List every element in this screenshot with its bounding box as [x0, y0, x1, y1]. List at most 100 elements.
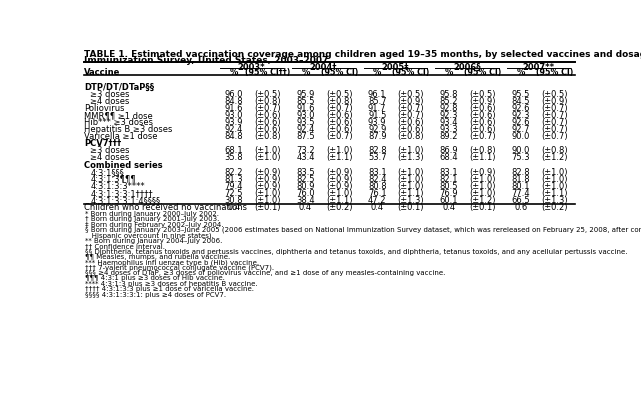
- Text: (±0.7): (±0.7): [541, 111, 568, 120]
- Text: 81.3: 81.3: [224, 175, 243, 184]
- Text: 93.5: 93.5: [296, 118, 315, 127]
- Text: %: %: [517, 68, 525, 78]
- Text: (±0.5): (±0.5): [397, 90, 424, 99]
- Text: 43.4: 43.4: [296, 154, 315, 162]
- Text: (±0.9): (±0.9): [469, 168, 496, 177]
- Text: 96.0: 96.0: [224, 90, 243, 99]
- Text: (±0.1): (±0.1): [469, 203, 496, 212]
- Text: (±0.7): (±0.7): [254, 104, 281, 113]
- Text: †† Confidence interval.: †† Confidence interval.: [85, 243, 165, 249]
- Text: 92.3: 92.3: [512, 111, 530, 120]
- Text: (±0.1): (±0.1): [397, 203, 424, 212]
- Text: ≥3 doses: ≥3 doses: [90, 90, 129, 99]
- Text: 85.7: 85.7: [368, 97, 387, 106]
- Text: Vaccine: Vaccine: [84, 68, 121, 78]
- Text: TABLE 1. Estimated vaccination coverage among children aged 19–35 months, by sel: TABLE 1. Estimated vaccination coverage …: [84, 50, 641, 58]
- Text: 79.4: 79.4: [224, 182, 243, 191]
- Text: (±0.5): (±0.5): [469, 90, 496, 99]
- Text: (±0.6): (±0.6): [397, 125, 424, 134]
- Text: (±0.5): (±0.5): [326, 90, 353, 99]
- Text: ≥4 doses: ≥4 doses: [90, 154, 129, 162]
- Text: 2005‡: 2005‡: [381, 63, 409, 72]
- Text: 73.2: 73.2: [296, 146, 315, 156]
- Text: 2007**: 2007**: [522, 63, 554, 72]
- Text: MMR¶¶ ≥1 dose: MMR¶¶ ≥1 dose: [84, 111, 153, 120]
- Text: 0.4: 0.4: [442, 203, 456, 212]
- Text: DTP/DT/DTaP§§: DTP/DT/DTaP§§: [84, 83, 154, 92]
- Text: 93.9: 93.9: [224, 118, 243, 127]
- Text: (±1.3): (±1.3): [397, 154, 424, 162]
- Text: (±1.0): (±1.0): [326, 189, 353, 198]
- Text: ≥3 doses: ≥3 doses: [90, 146, 129, 156]
- Text: (±0.7): (±0.7): [541, 132, 568, 141]
- Text: %: %: [301, 68, 310, 78]
- Text: Combined series: Combined series: [84, 160, 163, 170]
- Text: ¶¶ Measles, mumps, and rubella vaccine.: ¶¶ Measles, mumps, and rubella vaccine.: [85, 254, 230, 260]
- Text: 86.9: 86.9: [440, 146, 458, 156]
- Text: 91.6: 91.6: [296, 104, 315, 113]
- Text: (±0.7): (±0.7): [397, 104, 424, 113]
- Text: 72.5: 72.5: [224, 189, 243, 198]
- Text: (±1.0): (±1.0): [397, 146, 424, 156]
- Text: ††† 7-valent pneumococcal conjugate vaccine (PCV7).: ††† 7-valent pneumococcal conjugate vacc…: [85, 265, 274, 271]
- Text: 83.5: 83.5: [296, 168, 315, 177]
- Text: 0.4: 0.4: [227, 203, 240, 212]
- Text: 92.6: 92.6: [512, 118, 530, 127]
- Text: (±1.1): (±1.1): [397, 189, 424, 198]
- Text: (±0.7): (±0.7): [541, 118, 568, 127]
- Text: 0.4: 0.4: [370, 203, 384, 212]
- Text: 68.1: 68.1: [224, 146, 243, 156]
- Text: (±1.0): (±1.0): [397, 182, 424, 191]
- Text: 47.2: 47.2: [368, 196, 387, 205]
- Text: (±1.2): (±1.2): [541, 154, 568, 162]
- Text: (±0.9): (±0.9): [397, 97, 424, 106]
- Text: 82.5: 82.5: [296, 175, 315, 184]
- Text: (±1.0): (±1.0): [541, 182, 568, 191]
- Text: §§ Diphtheria, tetanus toxoids and pertussis vaccines, diphtheria and tetanus to: §§ Diphtheria, tetanus toxoids and pertu…: [85, 248, 628, 254]
- Text: (±0.8): (±0.8): [469, 146, 496, 156]
- Text: (±0.9): (±0.9): [254, 182, 281, 191]
- Text: **** 4:3:1:3 plus ≥3 doses of hepatitis B vaccine.: **** 4:3:1:3 plus ≥3 doses of hepatitis …: [85, 281, 258, 287]
- Text: 91.5: 91.5: [368, 111, 387, 120]
- Text: 87.9: 87.9: [368, 132, 387, 141]
- Text: (±0.6): (±0.6): [254, 111, 281, 120]
- Text: 93.3: 93.3: [440, 125, 458, 134]
- Text: 82.8: 82.8: [512, 168, 530, 177]
- Text: 80.1: 80.1: [512, 182, 530, 191]
- Text: 4:3:1:3:3:1††††: 4:3:1:3:3:1††††: [90, 189, 153, 198]
- Text: 95.8: 95.8: [440, 90, 458, 99]
- Text: (±0.9): (±0.9): [326, 175, 353, 184]
- Text: § Born during January 2003–June 2005 (2006 estimates based on National Immunizat: § Born during January 2003–June 2005 (20…: [85, 227, 641, 234]
- Text: §§§§ 4:3:1:3:3:1: plus ≥4 doses of PCV7.: §§§§ 4:3:1:3:3:1: plus ≥4 doses of PCV7.: [85, 292, 226, 298]
- Text: 76.9: 76.9: [440, 189, 458, 198]
- Text: (±1.0): (±1.0): [541, 175, 568, 184]
- Text: (±0.7): (±0.7): [541, 125, 568, 134]
- Text: 75.3: 75.3: [512, 154, 530, 162]
- Text: %: %: [373, 68, 381, 78]
- Text: (95% CI): (95% CI): [536, 68, 573, 78]
- Text: 77.4: 77.4: [512, 189, 530, 198]
- Text: Immunization Survey, United States, 2003–2007: Immunization Survey, United States, 2003…: [84, 56, 328, 65]
- Text: 87.5: 87.5: [296, 132, 315, 141]
- Text: (±0.7): (±0.7): [469, 132, 496, 141]
- Text: (±0.9): (±0.9): [469, 97, 496, 106]
- Text: (±0.6): (±0.6): [326, 125, 353, 134]
- Text: 92.8: 92.8: [440, 104, 458, 113]
- Text: (±0.7): (±0.7): [541, 104, 568, 113]
- Text: (±0.7): (±0.7): [326, 104, 353, 113]
- Text: 92.9: 92.9: [368, 125, 387, 134]
- Text: (±1.2): (±1.2): [469, 196, 496, 205]
- Text: (±0.9): (±0.9): [326, 168, 353, 177]
- Text: Hepatitis B ≥3 doses: Hepatitis B ≥3 doses: [84, 125, 172, 134]
- Text: * Born during January 2000–July 2002.: * Born during January 2000–July 2002.: [85, 211, 219, 217]
- Text: (±0.8): (±0.8): [541, 146, 568, 156]
- Text: (±1.0): (±1.0): [397, 175, 424, 184]
- Text: (±1.0): (±1.0): [326, 146, 353, 156]
- Text: 85.2: 85.2: [440, 97, 458, 106]
- Text: (±0.7): (±0.7): [326, 132, 353, 141]
- Text: 91.7: 91.7: [368, 104, 387, 113]
- Text: Varicella ≥1 dose: Varicella ≥1 dose: [84, 132, 158, 141]
- Text: Hib*** ≥3 doses: Hib*** ≥3 doses: [84, 118, 153, 127]
- Text: 2006§: 2006§: [453, 63, 481, 72]
- Text: (±1.3): (±1.3): [541, 196, 568, 205]
